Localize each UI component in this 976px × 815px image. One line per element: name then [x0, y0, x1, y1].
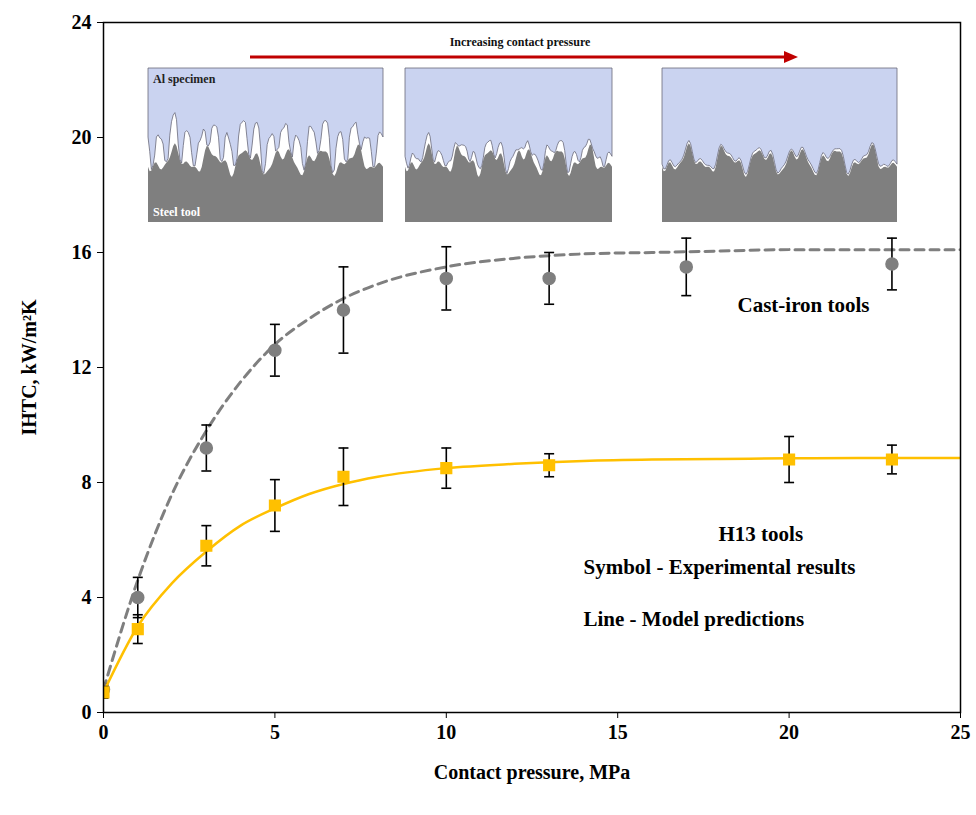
svg-text:15: 15: [608, 721, 628, 743]
svg-text:12: 12: [72, 356, 92, 378]
svg-text:8: 8: [82, 471, 92, 493]
svg-text:25: 25: [951, 721, 971, 743]
svg-text:24: 24: [72, 11, 92, 33]
svg-text:16: 16: [72, 241, 92, 263]
svg-text:20: 20: [779, 721, 799, 743]
svg-text:0: 0: [82, 701, 92, 723]
svg-text:5: 5: [270, 721, 280, 743]
svg-text:Line - Model predictions: Line - Model predictions: [584, 607, 805, 631]
svg-text:0: 0: [99, 721, 109, 743]
svg-text:20: 20: [72, 126, 92, 148]
svg-text:IHTC, kW/m²K: IHTC, kW/m²K: [18, 299, 40, 435]
svg-text:Symbol - Experimental results: Symbol - Experimental results: [584, 555, 856, 579]
svg-text:Increasing contact pressure: Increasing contact pressure: [450, 35, 591, 49]
svg-text:Steel tool: Steel tool: [153, 205, 201, 219]
svg-text:10: 10: [436, 721, 456, 743]
svg-text:Cast-iron tools: Cast-iron tools: [738, 293, 870, 317]
svg-text:Contact pressure, MPa: Contact pressure, MPa: [434, 761, 630, 784]
svg-text:H13 tools: H13 tools: [719, 522, 804, 546]
svg-text:4: 4: [82, 586, 92, 608]
svg-text:Al specimen: Al specimen: [153, 72, 216, 86]
